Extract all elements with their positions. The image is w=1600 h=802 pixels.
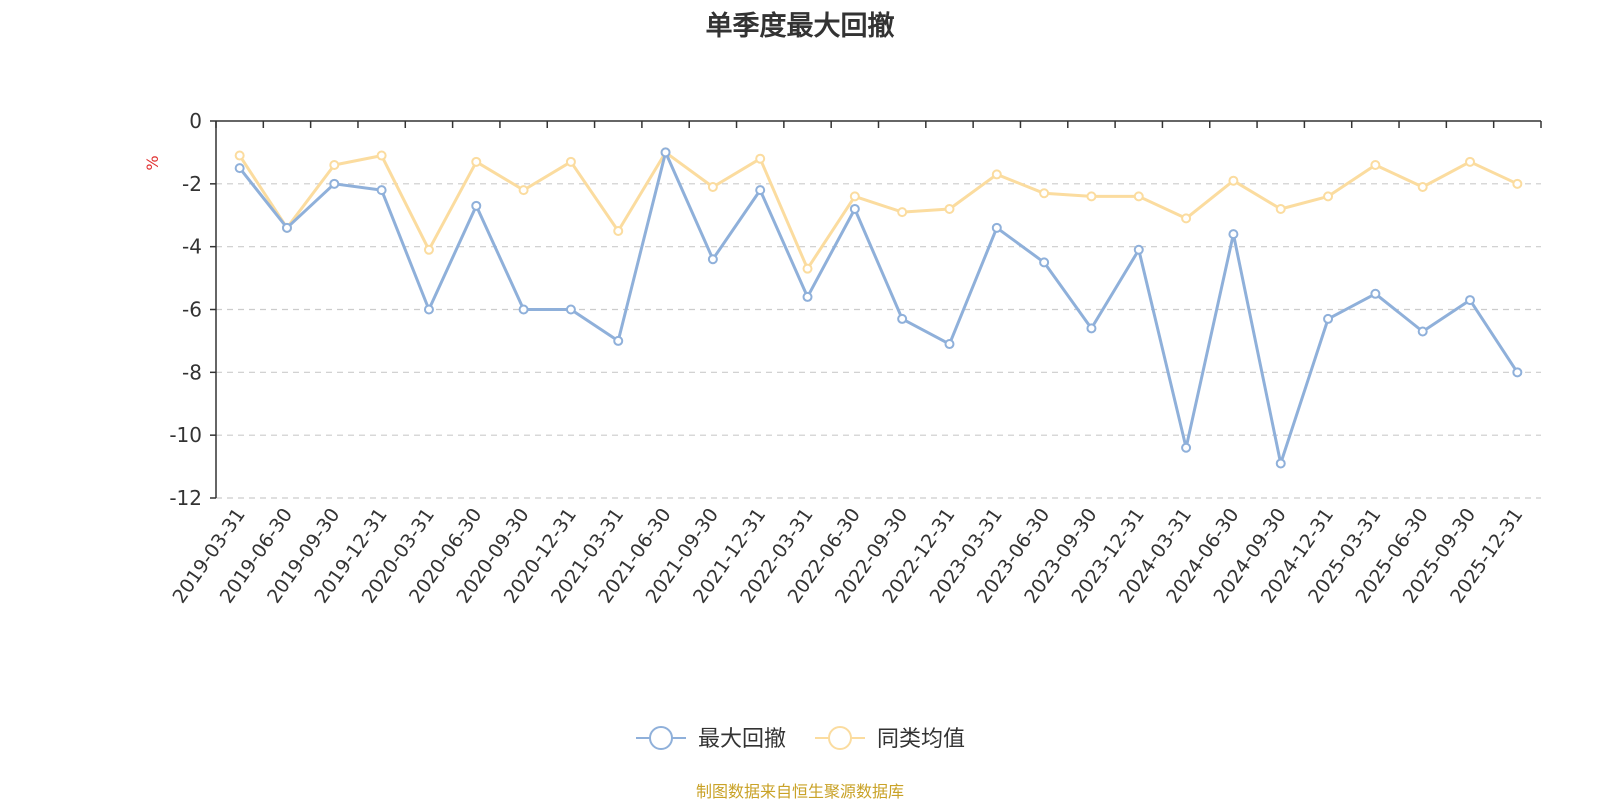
data-point (1323, 191, 1334, 202)
data-point (1465, 295, 1476, 306)
data-point (755, 153, 766, 164)
data-point (376, 150, 387, 161)
data-point (376, 185, 387, 196)
data-point (944, 339, 955, 350)
data-point (1512, 367, 1523, 378)
y-tick-label: -8 (182, 360, 202, 384)
y-tick-label: -6 (182, 298, 202, 322)
data-point (1133, 191, 1144, 202)
data-point (565, 156, 576, 167)
data-point (991, 222, 1002, 233)
data-point (565, 304, 576, 315)
y-tick-label: -12 (169, 486, 202, 510)
data-point (234, 163, 245, 174)
data-point (897, 207, 908, 218)
data-point (471, 156, 482, 167)
data-point (1086, 323, 1097, 334)
data-point (329, 159, 340, 170)
data-point (518, 304, 529, 315)
data-point (518, 185, 529, 196)
data-point (991, 169, 1002, 180)
data-point (1512, 178, 1523, 189)
data-point (1275, 458, 1286, 469)
data-point (1417, 181, 1428, 192)
chart-title: 单季度最大回撤 (705, 11, 895, 42)
data-point (1370, 288, 1381, 299)
data-point (1039, 257, 1050, 268)
data-point (1039, 188, 1050, 199)
legend-item-1: 同类均值 (815, 726, 965, 752)
data-point (1133, 244, 1144, 255)
y-tick-label: 0 (189, 109, 202, 133)
data-point (423, 244, 434, 255)
legend-label: 同类均值 (877, 727, 965, 752)
series-line-1 (238, 150, 1518, 271)
y-tick-label: -2 (182, 172, 202, 196)
series-line-0 (238, 150, 1519, 465)
legend-marker (828, 726, 852, 750)
data-point (613, 335, 624, 346)
data-point (1228, 229, 1239, 240)
data-point (423, 304, 434, 315)
data-point (1370, 159, 1381, 170)
data-point (849, 191, 860, 202)
data-point (707, 181, 718, 192)
legend-marker (649, 726, 673, 750)
data-point (329, 178, 340, 189)
data-point (1086, 191, 1097, 202)
data-point (755, 185, 766, 196)
y-axis-label: % (143, 155, 162, 170)
data-point (281, 222, 292, 233)
source-note: 制图数据来自恒生聚源数据库 (695, 782, 904, 801)
legend-label: 最大回撤 (698, 727, 786, 752)
data-point (1181, 442, 1192, 453)
y-tick-label: -4 (182, 235, 202, 259)
data-point (471, 200, 482, 211)
data-point (1465, 156, 1476, 167)
data-point (1181, 213, 1192, 224)
data-point (1417, 326, 1428, 337)
data-point (613, 225, 624, 236)
data-point (849, 203, 860, 214)
data-point (660, 147, 671, 158)
data-point (897, 313, 908, 324)
legend-item-0: 最大回撤 (636, 726, 786, 752)
data-point (1228, 175, 1239, 186)
data-point (234, 150, 245, 161)
data-point (802, 263, 813, 274)
data-point (944, 203, 955, 214)
y-tick-label: -10 (169, 423, 202, 447)
data-point (707, 254, 718, 265)
data-point (1275, 203, 1286, 214)
data-point (1323, 313, 1334, 324)
data-point (802, 291, 813, 302)
